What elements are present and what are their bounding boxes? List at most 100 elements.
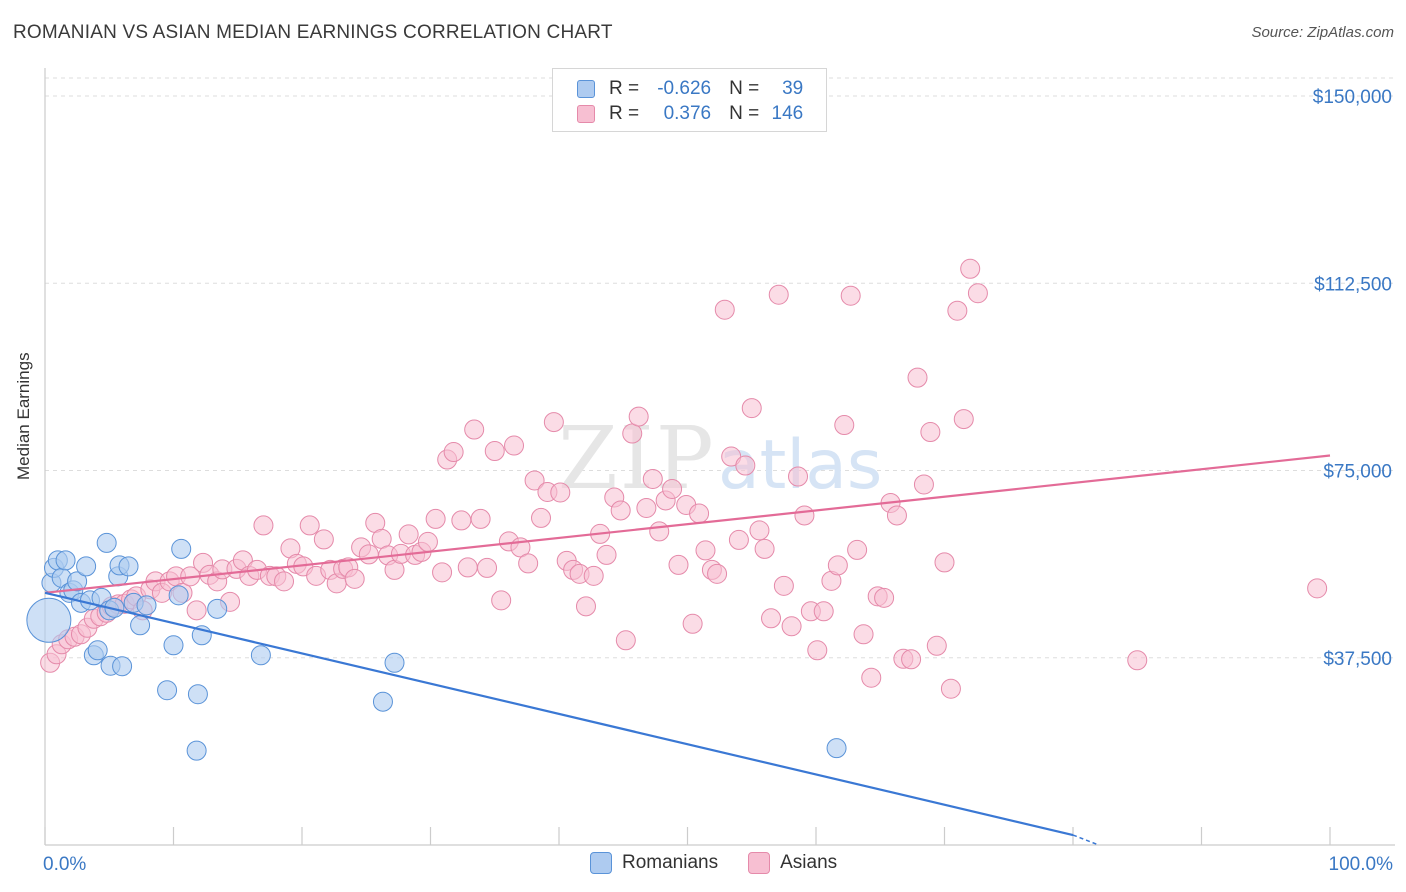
romanians-trend-line — [44, 591, 1074, 837]
asians-point — [518, 553, 539, 574]
romanians-point — [136, 595, 157, 616]
asians-point — [840, 285, 861, 306]
asians-point — [741, 398, 762, 419]
axes — [44, 68, 1395, 846]
asians-point — [484, 441, 505, 462]
asians-point — [788, 466, 809, 487]
romanians-point — [250, 645, 271, 666]
asians-point — [813, 601, 834, 622]
romanians-point — [826, 738, 847, 759]
asians-point — [807, 640, 828, 661]
asians-point — [443, 442, 464, 463]
asians-point — [425, 508, 446, 529]
asians-point — [947, 300, 968, 321]
asians-point — [344, 568, 365, 589]
asians-point — [575, 596, 596, 617]
romanians-point — [372, 691, 393, 712]
romanians-point — [130, 615, 151, 636]
asians-point — [940, 678, 961, 699]
asians-point — [874, 587, 895, 608]
romanians-point — [55, 550, 76, 571]
asians-point — [628, 406, 649, 427]
asians-point — [543, 412, 564, 433]
romanians-point — [171, 538, 192, 559]
asians-point — [1127, 650, 1148, 671]
asians-point — [901, 649, 922, 670]
asians-point — [781, 616, 802, 637]
asians-point — [967, 283, 988, 304]
romanians-point — [384, 652, 405, 673]
y-tick-label: $112,500 — [1314, 274, 1392, 295]
legend-n-label: N = — [729, 78, 760, 99]
asians-point — [186, 600, 207, 621]
chart-title: ROMANIAN VS ASIAN MEDIAN EARNINGS CORREL… — [13, 22, 613, 43]
asians-point — [668, 554, 689, 575]
asians-point — [735, 455, 756, 476]
romanians-swatch — [577, 80, 595, 98]
asians-trend-line — [44, 454, 1331, 594]
asians-point — [1307, 578, 1328, 599]
y-tick-label: $75,000 — [1323, 462, 1392, 483]
asians-point — [636, 497, 657, 518]
romanians-swatch — [590, 852, 612, 874]
legend-r-value: 0.376 — [663, 103, 712, 124]
romanians-point — [207, 598, 228, 619]
asians-point — [451, 510, 472, 531]
asians-point — [274, 571, 295, 592]
x-tick-label: 100.0% — [1329, 854, 1394, 875]
legend-n-value: 39 — [782, 78, 804, 99]
asians-point — [464, 419, 485, 440]
asians-point — [470, 508, 491, 529]
source-label: Source: ZipAtlas.com — [1251, 24, 1394, 41]
asians-point — [649, 521, 670, 542]
asians-point — [913, 474, 934, 495]
asians-point — [761, 608, 782, 629]
asians-point — [953, 409, 974, 430]
romanians-point — [87, 640, 108, 661]
asians-point — [834, 415, 855, 436]
asians-point — [457, 557, 478, 578]
asians-point — [253, 515, 274, 536]
asians-swatch — [748, 852, 771, 874]
legend-n-value: 146 — [771, 103, 804, 124]
asians-point — [299, 515, 320, 536]
asians-point — [642, 468, 663, 489]
y-tick-label: $37,500 — [1323, 649, 1392, 670]
romanians-point — [118, 556, 139, 577]
legend-label-asians: Asians — [780, 852, 838, 873]
asians-point — [886, 505, 907, 526]
asians-point — [853, 624, 874, 645]
asians-point — [754, 538, 775, 559]
asians-point — [313, 529, 334, 550]
romanians-trend-extension — [1072, 834, 1099, 846]
legend-row-asians: R = 0.376 N = 146 — [577, 102, 803, 126]
asians-point — [491, 590, 512, 611]
romanians-point — [26, 597, 72, 643]
asians-point — [728, 529, 749, 550]
legend-r-label: R = — [609, 103, 640, 124]
asians-point — [847, 539, 868, 560]
asians-point — [504, 435, 525, 456]
asians-point — [689, 503, 710, 524]
romanians-point — [187, 684, 208, 705]
asians-point — [695, 540, 716, 561]
asians-point — [615, 630, 636, 651]
asians-point — [714, 299, 735, 320]
asians-point — [596, 544, 617, 565]
asians-point — [662, 478, 683, 499]
asians-point — [920, 422, 941, 443]
legend-r-value: -0.626 — [657, 78, 712, 99]
asians-point — [432, 562, 453, 583]
asians-point — [477, 557, 498, 578]
asians-point — [794, 505, 815, 526]
asians-point — [622, 423, 643, 444]
legend-item-asians[interactable]: Asians — [748, 852, 837, 874]
trend-lines — [44, 454, 1331, 846]
tick-labels: $37,500 $75,000 $112,500 $150,000 0.0% 100.0% — [43, 87, 1393, 875]
asians-point — [610, 500, 631, 521]
asians-point — [926, 635, 947, 656]
legend-r-label: R = — [609, 78, 640, 99]
romanians-point — [112, 656, 133, 677]
legend-item-romanians[interactable]: Romanians — [590, 852, 718, 874]
